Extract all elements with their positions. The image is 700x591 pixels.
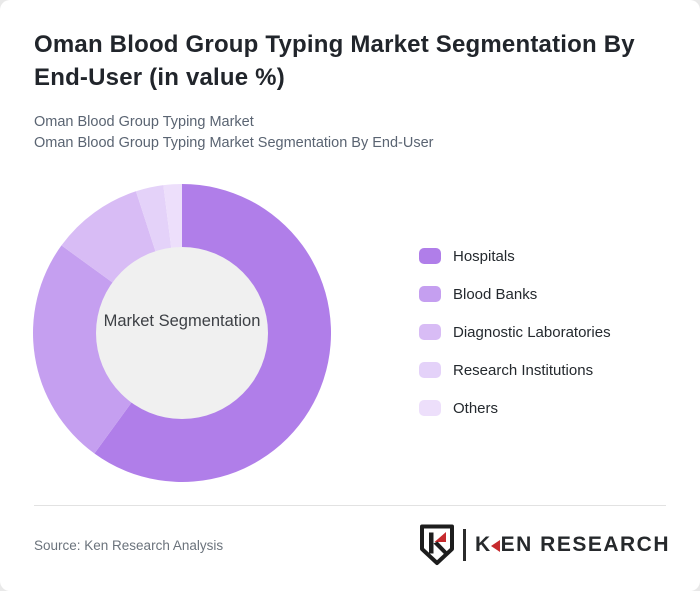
subtitle-line-1: Oman Blood Group Typing Market [34,114,254,130]
legend-label: Hospitals [453,247,515,265]
legend-item-others: Others [419,399,611,417]
legend-label: Blood Banks [453,285,538,303]
footer-divider [34,505,666,506]
ken-research-logo: K EN RESEARCH [418,524,670,566]
legend-item-research-institutions: Research Institutions [419,361,611,379]
legend-swatch [419,362,441,378]
legend-swatch [419,286,441,302]
subtitle-line-2: Oman Blood Group Typing Market Segmentat… [34,135,434,151]
chart-subtitle: Oman Blood Group Typing Market Oman Bloo… [34,112,434,154]
legend-item-blood-banks: Blood Banks [419,285,611,303]
legend-label: Research Institutions [453,361,594,379]
source-text: Source: Ken Research Analysis [34,538,224,553]
legend-label: Diagnostic Laboratories [453,323,611,341]
legend-item-hospitals: Hospitals [419,247,611,265]
shield-emblem-icon [419,524,454,565]
donut-chart [33,184,332,483]
page-title: Oman Blood Group Typing Market Segmentat… [34,31,635,91]
donut-chart-area [33,184,332,483]
legend-swatch [419,400,441,416]
legend-label: Others [453,399,499,417]
legend-item-diagnostic-laboratories: Diagnostic Laboratories [419,323,611,341]
red-triangle-icon [490,540,500,552]
legend: Hospitals Blood Banks Diagnostic Laborator… [419,247,611,417]
logo-wordmark: K EN RESEARCH [475,533,670,557]
logo-divider [462,529,466,561]
logo-wordmark-rest: EN RESEARCH [500,533,670,556]
legend-swatch [419,248,441,264]
legend-swatch [419,324,441,340]
donut-center-circle [96,247,268,419]
logo-wordmark-k: K [474,533,492,556]
